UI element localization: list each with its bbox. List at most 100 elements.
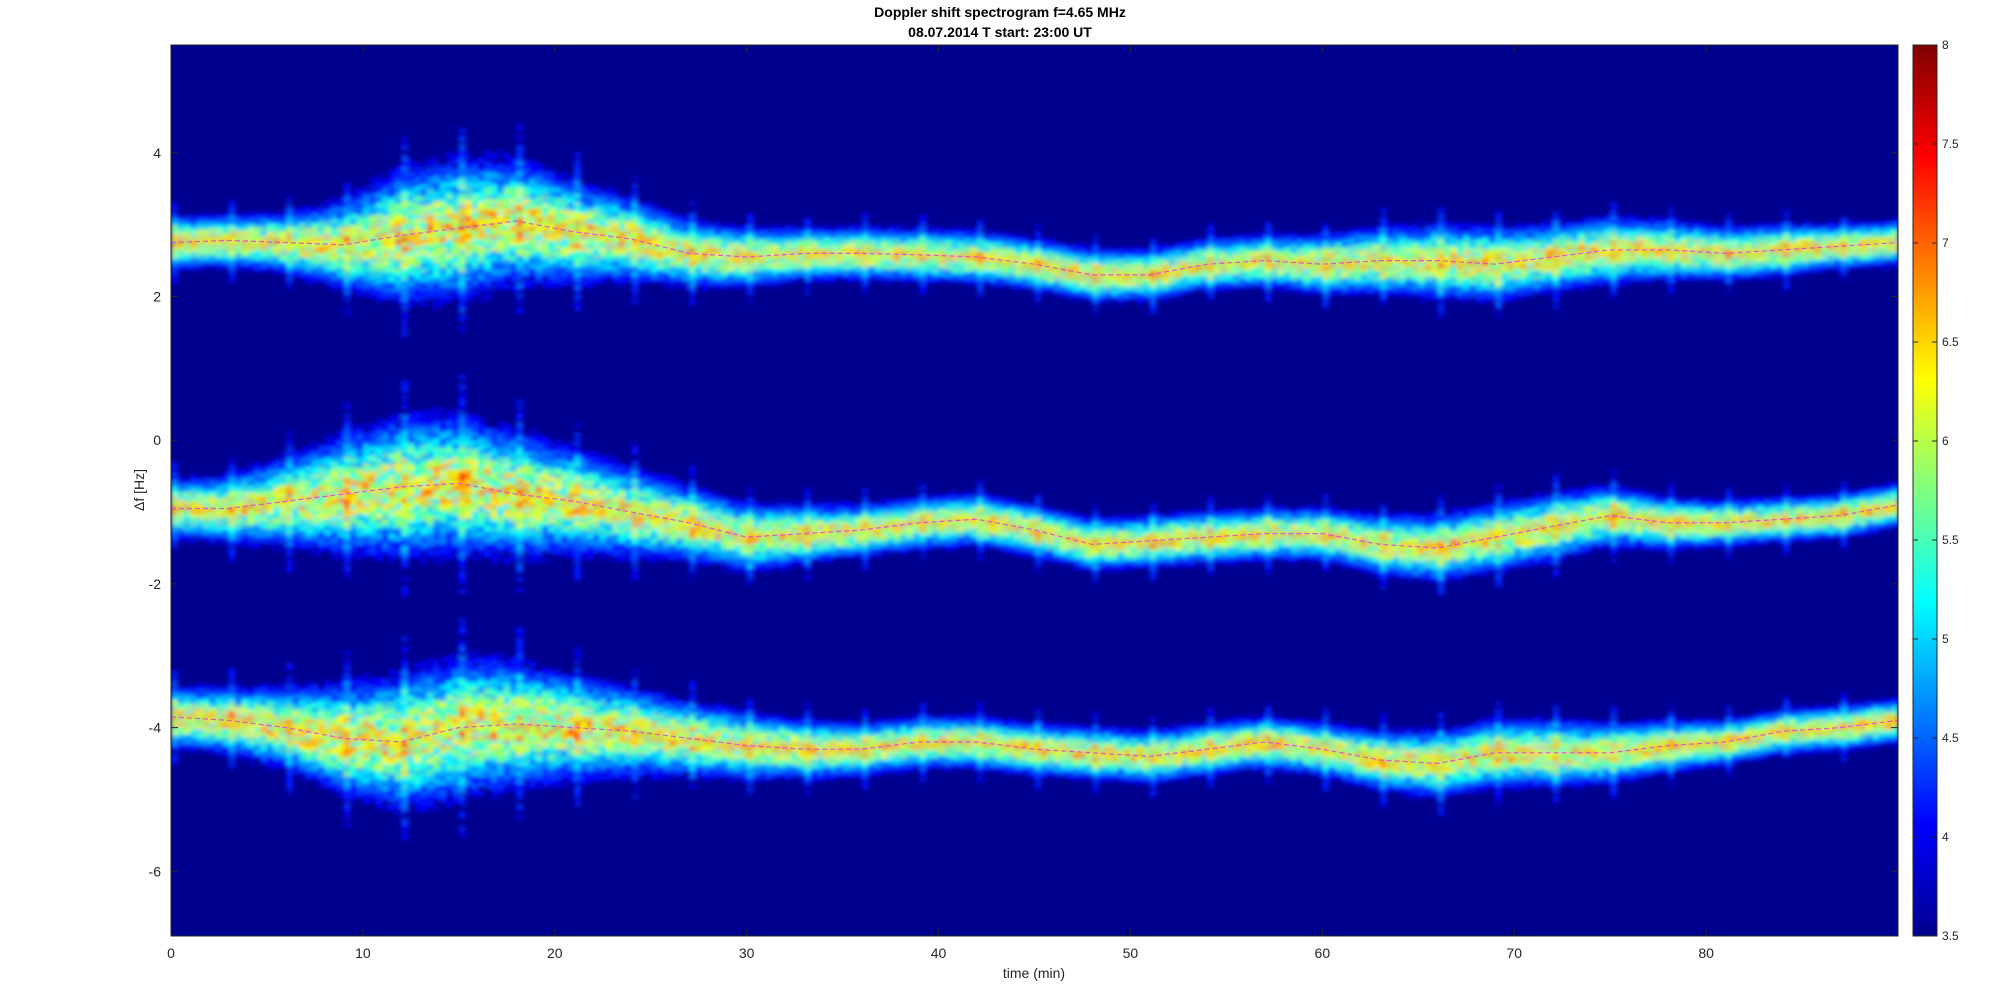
spectrogram-cell (632, 294, 639, 296)
spectrogram-cell (504, 225, 511, 228)
spectrogram-cell (670, 213, 677, 215)
spectrogram-cell (747, 301, 754, 303)
spectrogram-cell (523, 161, 530, 164)
spectrogram-cell (171, 202, 178, 204)
spectrogram-cell (401, 312, 408, 316)
spectrogram-cell (580, 184, 587, 187)
spectrogram-cell (286, 286, 293, 288)
spectrogram-cell (484, 160, 491, 164)
spectrogram-cell (657, 208, 664, 210)
spectrogram-cell (421, 269, 428, 273)
spectrogram-cell (216, 268, 223, 270)
spectrogram-cell (478, 297, 485, 301)
spectrogram-cell (350, 196, 357, 199)
spectrogram-cell (280, 211, 287, 213)
spectrogram-cell (344, 307, 351, 310)
spectrogram-cell (312, 282, 319, 284)
spectrogram-cell (516, 283, 523, 286)
spectrogram-cell (497, 151, 504, 155)
spectrogram-cell (689, 295, 696, 297)
spectrogram-cell (504, 200, 511, 203)
spectrogram-cell (171, 278, 178, 280)
spectrogram-cell (286, 197, 293, 199)
spectrogram-cell (484, 290, 491, 294)
spectrogram-cell (504, 268, 511, 271)
spectrogram-cell (472, 229, 479, 233)
spectrogram-cell (427, 259, 434, 263)
spectrogram-cell (229, 200, 236, 202)
spectrogram-cell (491, 154, 498, 158)
spectrogram-cell (510, 157, 517, 160)
spectrogram-cell (184, 218, 191, 220)
spectrogram-cell (369, 186, 376, 189)
spectrogram-cell (427, 290, 434, 294)
spectrogram-cell (325, 201, 332, 203)
spectrogram-cell (721, 227, 728, 229)
spectrogram-cell (632, 188, 639, 190)
spectrogram-cell (472, 199, 479, 203)
spectrogram-cell (510, 171, 517, 174)
spectrogram-cell (747, 292, 754, 294)
spectrogram-cell (491, 241, 498, 245)
spectrogram-cell (472, 169, 479, 173)
spectrogram-cell (715, 289, 722, 291)
spectrogram-cell (619, 196, 626, 199)
spectrogram-cell (177, 216, 184, 218)
spectrogram-cell (612, 196, 619, 199)
spectrogram-cell (203, 214, 210, 216)
spectrogram-cell (510, 286, 517, 289)
spectrogram-cell (472, 290, 479, 294)
spectrogram-cell (574, 157, 581, 160)
spectrogram-cell (753, 229, 760, 231)
spectrogram-cell (683, 286, 690, 288)
spectrogram-cell (497, 163, 504, 167)
spectrogram-cell (273, 273, 280, 275)
spectrogram-cell (459, 144, 466, 148)
spectrogram-cell (408, 303, 415, 307)
spectrogram-cell (632, 177, 639, 179)
spectrogram-cell (465, 154, 472, 158)
spectrogram-cell (689, 214, 696, 216)
spectrogram-cell (676, 285, 683, 287)
spectrogram-cell (369, 179, 376, 182)
spectrogram-cell (318, 203, 325, 205)
spectrogram-cell (689, 299, 696, 301)
spectrogram-cell (433, 164, 440, 168)
spectrogram-cell (421, 163, 428, 167)
spectrogram-cell (632, 184, 639, 186)
spectrogram-cell (235, 214, 242, 216)
spectrogram-cell (484, 296, 491, 300)
spectrogram-cell (408, 160, 415, 164)
spectrogram-cell (171, 214, 178, 216)
spectrogram-cell (235, 216, 242, 218)
spectrogram-cell (344, 313, 351, 316)
spectrogram-cell (440, 166, 447, 170)
spectrogram-cell (504, 205, 511, 208)
spectrogram-cell (235, 267, 242, 269)
spectrogram-cell (491, 212, 498, 216)
spectrogram-cell (472, 251, 479, 255)
spectrogram-cell (427, 189, 434, 193)
spectrogram-cell (747, 214, 754, 216)
spectrogram-cell (197, 266, 204, 268)
spectrogram-cell (241, 214, 248, 216)
spectrogram-cell (421, 239, 428, 243)
spectrogram-cell (337, 204, 344, 207)
spectrogram-cell (363, 192, 370, 195)
spectrogram-cell (427, 235, 434, 239)
spectrogram-cell (421, 302, 428, 306)
spectrogram-cell (472, 272, 479, 276)
spectrogram-cell (516, 299, 523, 302)
spectrogram-cell (504, 274, 511, 277)
spectrogram-cell (305, 206, 312, 208)
spectrogram-cell (491, 168, 498, 172)
spectrogram-cell (229, 208, 236, 210)
spectrogram-cell (299, 207, 306, 209)
spectrogram-cell (491, 285, 498, 289)
spectrogram-cell (504, 237, 511, 240)
spectrogram-cell (625, 196, 632, 198)
spectrogram-cell (574, 296, 581, 299)
spectrogram-cell (427, 268, 434, 272)
spectrogram-cell (222, 213, 229, 215)
spectrogram-cell (689, 202, 696, 204)
